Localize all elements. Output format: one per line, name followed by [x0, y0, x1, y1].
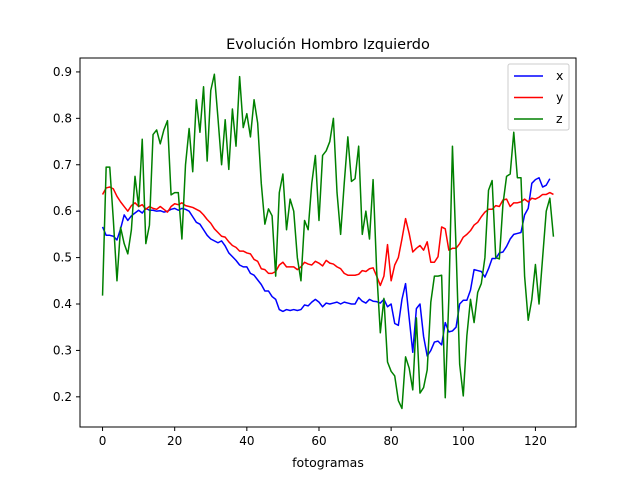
plot-frame [79, 57, 577, 428]
x-axis: 0 20 40 60 80 100 120 [99, 427, 547, 448]
x-tick-label: 0 [99, 434, 107, 448]
y-tick-label: 0.9 [53, 65, 72, 79]
series-line-z [101, 73, 555, 410]
x-axis-label: fotogramas [292, 455, 364, 470]
legend: xyz [507, 63, 570, 131]
x-tick-label: 120 [524, 434, 547, 448]
series-line-y [101, 186, 554, 287]
x-tick-label: 40 [239, 434, 254, 448]
y-tick-label: 0.5 [53, 251, 72, 265]
legend-label-x: x [556, 68, 563, 83]
y-tick-label: 0.2 [53, 390, 72, 404]
legend-label-z: z [556, 111, 563, 126]
x-tick-label: 100 [452, 434, 475, 448]
y-tick-label: 0.7 [53, 158, 72, 172]
y-tick-label: 0.3 [53, 343, 72, 357]
legend-label-y: y [556, 90, 564, 105]
chart-title: Evolución Hombro Izquierdo [226, 37, 430, 53]
x-tick-label: 80 [383, 434, 398, 448]
x-tick-label: 60 [311, 434, 326, 448]
y-axis: 0.2 0.3 0.4 0.5 0.6 0.7 0.8 0.9 [53, 65, 80, 404]
y-tick-label: 0.8 [53, 111, 72, 125]
series-group [101, 73, 555, 410]
y-tick-label: 0.4 [53, 297, 72, 311]
x-tick-label: 20 [167, 434, 182, 448]
y-tick-label: 0.6 [53, 204, 72, 218]
series-line-x [101, 177, 551, 357]
